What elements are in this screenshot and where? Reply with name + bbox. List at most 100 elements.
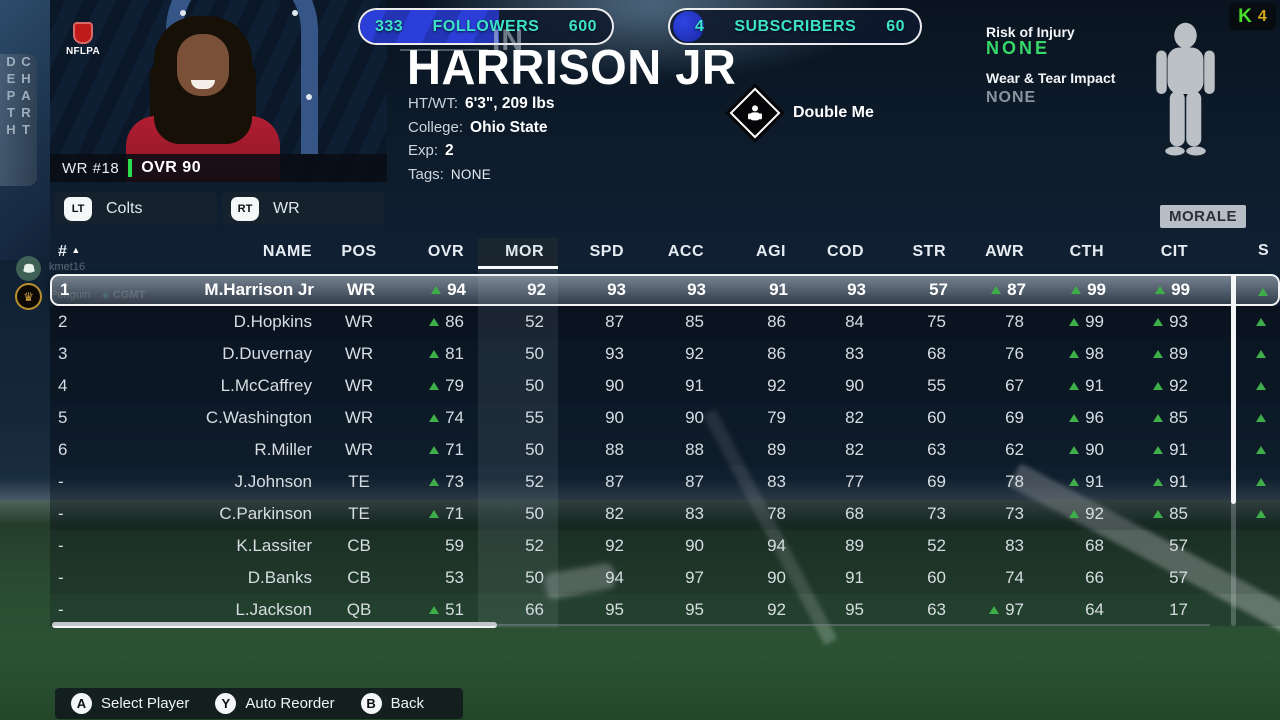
cell-spd: 82 — [605, 504, 624, 523]
column-header-cutoff: S — [1258, 242, 1269, 259]
column-header-awr[interactable]: AWR — [985, 243, 1024, 260]
footer-button-auto-reorder[interactable]: Y Auto Reorder — [215, 693, 335, 714]
column-header-cit[interactable]: CIT — [1160, 243, 1188, 260]
footer-button-back[interactable]: B Back — [360, 693, 424, 714]
column-header-name[interactable]: NAME — [262, 243, 312, 260]
cell-cod: 89 — [845, 536, 864, 555]
a-button-icon: A — [71, 693, 92, 714]
vertical-scrollbar[interactable] — [1231, 274, 1236, 626]
cell-acc: 88 — [685, 440, 704, 459]
cell-num: 3 — [58, 344, 68, 363]
cell-pos: WR — [344, 376, 374, 395]
table-row[interactable]: 2 D.Hopkins WR 86 52 87 85 86 84 75 78 99 93 — [50, 306, 1280, 338]
stat-increase-arrow-icon — [1153, 446, 1164, 454]
cell-acc: 90 — [685, 408, 704, 427]
overall-rating: OVR 90 — [141, 159, 202, 176]
table-row[interactable]: 1 M.Harrison Jr WR 94 92 93 93 91 93 57 87 99 99 — [50, 274, 1280, 306]
cell-acc: 97 — [685, 568, 704, 587]
horizontal-scrollbar-thumb[interactable] — [52, 622, 497, 628]
cell-awr: 97 — [960, 594, 1038, 626]
footer-button-label: Select Player — [101, 695, 190, 712]
cell-agi: 92 — [767, 600, 786, 619]
cell-mor: 50 — [525, 504, 544, 523]
column-header-agi[interactable]: AGI — [756, 243, 786, 260]
discord-glyph — [22, 263, 35, 273]
cell-mor: 52 — [525, 536, 544, 555]
cell-ovr: 53 — [445, 568, 464, 587]
cell-cth: 90 — [1038, 434, 1118, 466]
column-header-ovr[interactable]: OVR — [427, 243, 464, 260]
cell-agi: 91 — [769, 280, 788, 299]
cell-acc: 85 — [685, 312, 704, 331]
cell-name: L.McCaffrey — [220, 376, 312, 395]
table-row[interactable]: - J.Johnson TE 73 52 87 87 83 77 69 78 91 91 — [50, 466, 1280, 498]
cell-acc: 95 — [685, 600, 704, 619]
cell-num: - — [58, 536, 64, 555]
info-label: Tags: — [408, 165, 444, 183]
cell-str: 52 — [927, 536, 946, 555]
stat-increase-arrow-icon — [431, 286, 442, 294]
table-row[interactable]: 6 R.Miller WR 71 50 88 88 89 82 63 62 90 91 — [50, 434, 1280, 466]
position-filter-button[interactable]: RT WR — [222, 192, 384, 225]
cell-cth: 98 — [1038, 338, 1118, 370]
lt-trigger-icon: LT — [64, 196, 92, 221]
cell-acc: 87 — [685, 472, 704, 491]
table-row[interactable]: 5 C.Washington WR 74 55 90 90 79 82 60 69 96 85 — [50, 402, 1280, 434]
table-row[interactable]: - K.Lassiter CB 59 52 92 90 94 89 52 83 68 57 — [50, 530, 1280, 562]
cell-cod: 91 — [845, 568, 864, 587]
table-row[interactable]: 4 L.McCaffrey WR 79 50 90 91 92 90 55 67 91 92 — [50, 370, 1280, 402]
player-smile — [191, 80, 215, 89]
column-header-cth[interactable]: CTH — [1069, 243, 1104, 260]
depth-chart-tab[interactable]: DEPTH CHART — [0, 54, 37, 186]
rt-trigger-icon: RT — [231, 196, 259, 221]
cell-ovr: 79 — [398, 370, 478, 402]
column-header-acc[interactable]: ACC — [667, 243, 704, 260]
column-header-str[interactable]: STR — [912, 243, 946, 260]
horizontal-scrollbar-track[interactable] — [52, 624, 1210, 626]
table-row[interactable]: - L.Jackson QB 51 66 95 95 92 95 63 97 64 17 — [50, 594, 1280, 626]
cell-cit: 85 — [1118, 498, 1202, 530]
cell-str: 63 — [927, 600, 946, 619]
vertical-scrollbar-thumb[interactable] — [1231, 274, 1236, 504]
cell-awr: 67 — [1005, 376, 1024, 395]
cell-num: - — [58, 568, 64, 587]
cell-cit: 92 — [1118, 370, 1202, 402]
cell-str: 69 — [927, 472, 946, 491]
field-horizon-band — [0, 478, 1280, 524]
cell-agi: 86 — [767, 344, 786, 363]
stat-increase-arrow-icon — [1153, 382, 1164, 390]
column-header-cod[interactable]: COD — [826, 243, 864, 260]
table-row[interactable]: - D.Banks CB 53 50 94 97 90 91 60 74 66 57 — [50, 562, 1280, 594]
column-header-spd[interactable]: SPD — [589, 243, 624, 260]
column-header-mor[interactable]: MOR — [478, 238, 558, 269]
cell-ovr: 74 — [398, 402, 478, 434]
column-header-num[interactable]: # ▲ — [58, 243, 81, 260]
subscribers-progress-bar: 4 SUBSCRIBERS 60 — [668, 8, 922, 45]
player-name-title: HARRISON JR — [407, 39, 737, 95]
cell-agi: 89 — [767, 440, 786, 459]
team-filter-button[interactable]: LT Colts — [55, 192, 217, 225]
table-body: 1 M.Harrison Jr WR 94 92 93 93 91 93 57 87 99 99 2 D.H… — [50, 274, 1280, 626]
stat-increase-arrow-icon — [1069, 350, 1080, 358]
stat-increase-arrow-icon — [1069, 446, 1080, 454]
footer-button-label: Auto Reorder — [245, 695, 335, 712]
cell-cod: 77 — [845, 472, 864, 491]
table-row[interactable]: 3 D.Duvernay WR 81 50 93 92 86 83 68 76 98 89 — [50, 338, 1280, 370]
cell-cit: 91 — [1118, 434, 1202, 466]
stat-increase-arrow-icon — [429, 446, 440, 454]
column-header-pos[interactable]: POS — [341, 243, 377, 260]
sort-ascending-icon: ▲ — [71, 245, 81, 255]
stat-increase-arrow-icon — [429, 350, 440, 358]
cell-ovr: 94 — [400, 276, 480, 304]
stream-counter-badge: K 4 — [1229, 3, 1276, 30]
field-background — [0, 500, 1280, 720]
cell-num: 4 — [58, 376, 68, 395]
cell-spd: 93 — [605, 344, 624, 363]
position-filter-label: WR — [273, 199, 300, 217]
footer-button-select-player[interactable]: A Select Player — [71, 693, 189, 714]
cell-mor: 55 — [525, 408, 544, 427]
cell-pos: WR — [344, 312, 374, 331]
table-row[interactable]: - C.Parkinson TE 71 50 82 83 78 68 73 73 92 85 — [50, 498, 1280, 530]
cell-cod: 82 — [845, 440, 864, 459]
stat-increase-arrow-icon — [1069, 382, 1080, 390]
